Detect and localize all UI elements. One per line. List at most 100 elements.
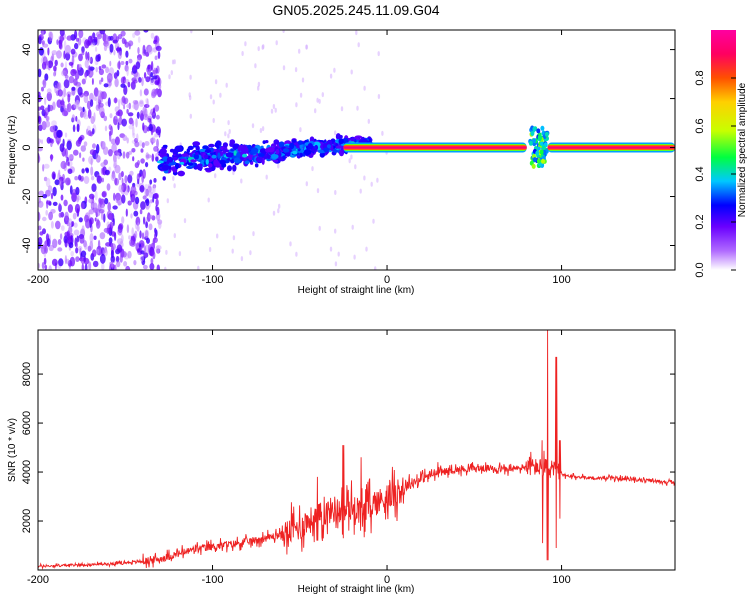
heatmap-cell	[166, 156, 174, 163]
heatmap-cell	[381, 130, 384, 136]
heatmap-cell	[64, 255, 67, 265]
heatmap-cell	[334, 190, 337, 195]
heatmap-cell	[149, 262, 155, 270]
heatmap-cell	[66, 140, 72, 151]
heatmap-cell	[292, 150, 298, 155]
heatmap-cell	[104, 125, 108, 132]
heatmap-cell	[137, 47, 140, 55]
heatmap-cell	[84, 263, 88, 270]
heatmap-cell	[81, 46, 85, 53]
heatmap-cell	[148, 223, 153, 231]
heatmap-cell	[107, 202, 111, 212]
heatmap-cell	[67, 204, 73, 213]
heatmap-cell	[282, 148, 290, 153]
heatmap-cell	[113, 153, 117, 163]
heatmap-cell	[116, 260, 121, 268]
heatmap-cell	[374, 266, 377, 270]
heatmap-cell	[84, 59, 89, 69]
heatmap-cell	[80, 145, 87, 152]
heatmap-cell	[110, 243, 116, 251]
heatmap-cell	[138, 77, 142, 83]
heatmap-cell	[61, 98, 65, 108]
heatmap-cell	[133, 260, 137, 266]
heatmap-cell	[54, 59, 58, 67]
heatmap-cell	[120, 61, 125, 65]
heatmap-cell	[115, 136, 120, 146]
heatmap-cell	[272, 159, 279, 163]
heatmap-cell	[95, 152, 100, 162]
heatmap-cell	[237, 147, 241, 152]
heatmap-cell	[47, 47, 50, 56]
heatmap-cell	[118, 172, 122, 181]
heatmap-cell	[141, 142, 145, 149]
heatmap-cell	[113, 162, 117, 169]
heatmap-cell	[60, 225, 65, 232]
heatmap-cell	[104, 197, 109, 205]
heatmap-cell	[52, 201, 58, 206]
heatmap-cell	[71, 86, 76, 91]
heatmap-cell	[134, 141, 140, 148]
heatmap-cell	[348, 158, 351, 164]
heatmap-cell	[318, 225, 321, 231]
heatmap-cell	[135, 216, 141, 226]
heatmap-cell	[75, 37, 80, 42]
heatmap-cell	[212, 118, 215, 123]
heatmap-cell	[140, 110, 144, 119]
heatmap-cell	[145, 204, 150, 210]
heatmap-cell	[363, 175, 366, 181]
heatmap-cell	[278, 203, 281, 209]
heatmap-cell	[353, 254, 356, 260]
heatmap-cell	[115, 111, 121, 116]
heatmap-cell	[225, 152, 233, 158]
heatmap-cell	[147, 45, 153, 55]
heatmap-cell	[82, 157, 85, 162]
heatmap-cell	[207, 163, 213, 168]
heatmap-cell	[544, 131, 549, 137]
heatmap-cell	[76, 99, 80, 108]
heatmap-cell	[240, 256, 244, 262]
heatmap-cell	[95, 46, 98, 52]
heatmap-cell	[274, 107, 277, 113]
heatmap-cell	[106, 221, 110, 229]
heatmap-cell	[75, 139, 81, 147]
heatmap-cell	[54, 84, 57, 94]
heatmap-cell	[221, 157, 227, 161]
y-tick-label: 0	[21, 144, 33, 150]
colorbar-label: Normalized spectral amplitude	[737, 82, 748, 217]
heatmap-cell	[89, 240, 94, 251]
heatmap-cell	[270, 108, 274, 114]
heatmap-cell	[112, 39, 118, 44]
heatmap-cell	[48, 244, 54, 252]
heatmap-cell	[73, 222, 78, 228]
heatmap-cell	[81, 263, 84, 270]
heatmap-cell	[93, 112, 96, 122]
heatmap-cell	[58, 169, 61, 178]
heatmap-cell	[532, 157, 537, 163]
heatmap-cell	[130, 213, 133, 219]
heatmap-cell	[229, 142, 234, 148]
heatmap-cell	[96, 143, 100, 154]
snr-y-ticks: 2000 4000 6000 8000	[21, 362, 675, 533]
heatmap-cell	[128, 235, 132, 240]
heatmap-cell	[59, 143, 65, 153]
heatmap-cell	[44, 97, 47, 106]
heatmap-cell	[189, 74, 192, 80]
heatmap-segment	[528, 125, 550, 169]
heatmap-cell	[343, 146, 527, 149]
heatmap-cell	[155, 205, 158, 212]
heatmap-cell	[359, 188, 362, 194]
heatmap-cell	[136, 111, 140, 119]
heatmap-cell	[78, 174, 82, 181]
heatmap-cell	[125, 50, 129, 58]
heatmap-cell	[376, 177, 379, 183]
heatmap-cell	[101, 191, 107, 198]
x-tick-label: -200	[27, 274, 49, 286]
heatmap-cell	[66, 35, 73, 41]
heatmap-cell	[153, 178, 157, 183]
x-tick-label: 0	[384, 574, 390, 586]
heatmap-cell	[151, 136, 156, 143]
heatmap-cell	[100, 77, 104, 82]
heatmap-cell	[63, 79, 70, 89]
heatmap-cell	[144, 141, 150, 146]
